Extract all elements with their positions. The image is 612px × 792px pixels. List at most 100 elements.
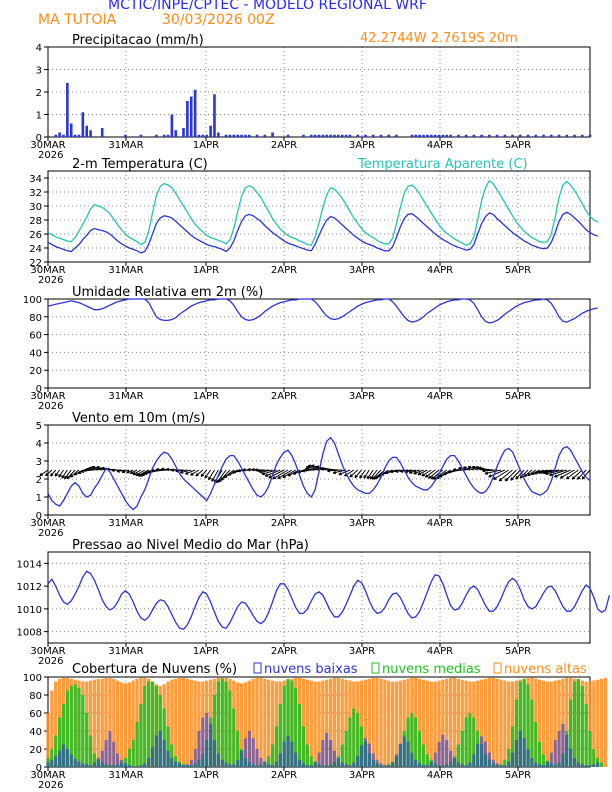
mid-cloud-bar — [123, 758, 128, 767]
high-cloud-bar — [603, 677, 608, 767]
low-cloud-bar — [100, 750, 104, 767]
x-tick-label: 1APR — [193, 770, 219, 781]
wind-vector — [211, 469, 219, 482]
mid-cloud-bar — [348, 717, 352, 767]
high-cloud-bar — [270, 680, 275, 767]
y-tick-label: 26 — [29, 230, 42, 241]
mid-cloud-bar — [77, 687, 81, 767]
wind-vector — [577, 469, 587, 480]
low-cloud-bar — [209, 723, 213, 767]
low-cloud-bar — [267, 764, 271, 767]
precip-bar — [329, 134, 332, 137]
mid-cloud-bar — [135, 722, 139, 767]
wind-vector-head — [264, 473, 269, 477]
wind-vector-head — [111, 468, 115, 473]
wind-vector — [554, 469, 571, 478]
wind-vector — [208, 469, 215, 481]
x-tick-label: 5APR — [505, 391, 531, 402]
precip-bar — [182, 128, 185, 137]
precip-bar — [139, 134, 143, 137]
low-cloud-bar — [410, 752, 414, 767]
wind-vector — [549, 469, 567, 476]
y-tick-label: 0 — [36, 384, 42, 395]
high-cloud-bar — [460, 679, 464, 767]
wind-vector-head — [519, 474, 524, 479]
mid-cloud-bar — [580, 686, 584, 767]
wind-vector-head — [581, 476, 586, 480]
low-cloud-bar — [565, 734, 569, 767]
wind-vector-head — [482, 469, 486, 473]
mid-cloud-bar — [418, 731, 422, 767]
wind-vector-head — [45, 472, 49, 477]
wind-vector — [482, 469, 498, 472]
low-cloud-bar — [88, 765, 93, 767]
mid-cloud-bar — [65, 690, 69, 767]
high-cloud-bar — [425, 680, 430, 767]
high-cloud-bar — [100, 678, 104, 767]
mid-cloud-bar — [538, 741, 542, 767]
mid-cloud-bar — [282, 686, 286, 767]
wind-vector — [515, 469, 525, 480]
precip-bar — [356, 134, 360, 137]
wind-vector — [560, 469, 575, 479]
low-cloud-bar — [181, 765, 186, 767]
panel-title-pressure: Pressao ao Nivel Medio do Mar (hPa) — [72, 538, 309, 553]
high-cloud-bar — [309, 680, 313, 767]
high-cloud-bar — [441, 679, 445, 767]
y-tick-label: 1014 — [17, 559, 42, 570]
wind-vector — [200, 469, 208, 477]
wind-vector-head — [413, 471, 417, 475]
wind-vector — [180, 469, 192, 474]
low-cloud-bar — [290, 741, 294, 767]
low-cloud-bar — [553, 740, 557, 767]
wind-vector-head — [554, 474, 558, 478]
low-cloud-bar — [452, 758, 457, 767]
wind-vector-head — [195, 473, 199, 477]
low-cloud-bar — [541, 765, 546, 767]
low-cloud-bar — [119, 759, 124, 767]
mid-cloud-bar — [541, 754, 546, 767]
wind-vector-head — [61, 475, 65, 479]
precip-bar — [395, 134, 398, 137]
low-cloud-bar — [572, 758, 577, 767]
high-cloud-bar — [541, 680, 546, 767]
wind-vector-head — [424, 474, 429, 478]
mid-cloud-bar — [305, 744, 309, 767]
high-cloud-bar — [317, 681, 321, 767]
low-cloud-bar — [433, 752, 437, 767]
high-cloud-bar — [363, 679, 368, 767]
x-tick-label: 1APR — [193, 391, 219, 402]
wind-vector — [463, 466, 474, 471]
y-tick-label: 20 — [29, 745, 42, 756]
high-cloud-bar — [367, 678, 371, 767]
low-cloud-bar — [220, 759, 224, 767]
precip-bar — [414, 134, 418, 137]
high-cloud-bar — [592, 680, 596, 767]
wind-vector — [566, 469, 579, 480]
y-tick-label: 2 — [36, 475, 42, 486]
low-cloud-bar — [596, 762, 600, 767]
low-cloud-bar — [104, 740, 108, 767]
precip-bar — [89, 130, 92, 137]
precip-bar — [209, 125, 212, 137]
wind-vector-head — [69, 474, 74, 478]
wind-vector-head — [54, 473, 59, 477]
precip-bar — [217, 132, 220, 137]
mid-cloud-bar — [572, 681, 577, 767]
plot-frame — [47, 551, 591, 644]
x-tick-label: 2APR — [271, 518, 297, 529]
wind-vector — [527, 469, 537, 477]
plot-frame — [47, 298, 591, 389]
low-cloud-bar — [437, 741, 441, 767]
high-cloud-bar — [119, 682, 124, 767]
wind-vector-head — [527, 472, 531, 477]
low-cloud-bar — [313, 761, 317, 767]
x-tick-label: 4APR — [427, 140, 453, 151]
mid-cloud-bar — [224, 681, 228, 767]
mid-cloud-bar — [88, 735, 93, 767]
low-cloud-bar — [189, 759, 193, 767]
high-cloud-bar — [46, 713, 50, 767]
low-cloud-bar — [243, 738, 248, 767]
x-tick-label: 3APR — [349, 265, 375, 276]
precip-bar — [240, 134, 243, 137]
